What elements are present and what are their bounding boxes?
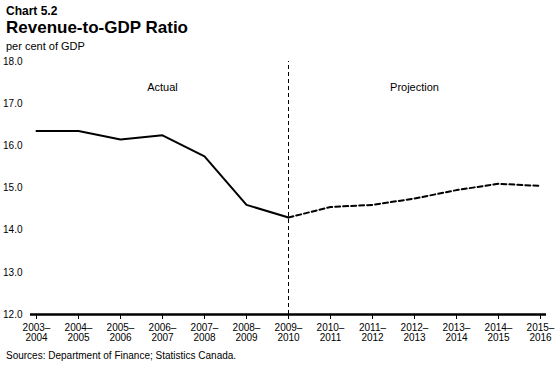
svg-text:2008–2009: 2008–2009: [233, 322, 261, 343]
svg-text:14.0: 14.0: [3, 224, 23, 235]
svg-text:2004–2005: 2004–2005: [65, 322, 93, 343]
svg-text:Projection: Projection: [390, 81, 439, 93]
svg-text:2015–2016: 2015–2016: [527, 322, 555, 343]
svg-text:17.0: 17.0: [3, 98, 23, 109]
svg-text:2009–2010: 2009–2010: [275, 322, 303, 343]
svg-text:18.0: 18.0: [3, 56, 23, 67]
svg-text:2010–2011: 2010–2011: [317, 322, 345, 343]
svg-text:13.0: 13.0: [3, 267, 23, 278]
html-text:Sources: Department of Finance: Sources: Department of Finance; Statisti…: [6, 350, 237, 361]
html-text:Chart 5.2: Chart 5.2: [6, 4, 58, 18]
svg-text:2012–2013: 2012–2013: [401, 322, 429, 343]
svg-text:2014–2015: 2014–2015: [485, 322, 513, 343]
svg-text:15.0: 15.0: [3, 182, 23, 193]
svg-text:Actual: Actual: [147, 81, 178, 93]
html-text:per cent of GDP: per cent of GDP: [6, 40, 85, 52]
svg-text:2013–2014: 2013–2014: [443, 322, 471, 343]
svg-text:2011–2012: 2011–2012: [359, 322, 387, 343]
svg-text:2003–2004: 2003–2004: [23, 322, 51, 343]
html-text:Revenue-to-GDP Ratio: Revenue-to-GDP Ratio: [6, 18, 188, 37]
svg-text:2007–2008: 2007–2008: [191, 322, 219, 343]
svg-text:2005–2006: 2005–2006: [107, 322, 135, 343]
svg-text:12.0: 12.0: [3, 309, 23, 320]
svg-text:2006–2007: 2006–2007: [149, 322, 177, 343]
svg-text:16.0: 16.0: [3, 140, 23, 151]
